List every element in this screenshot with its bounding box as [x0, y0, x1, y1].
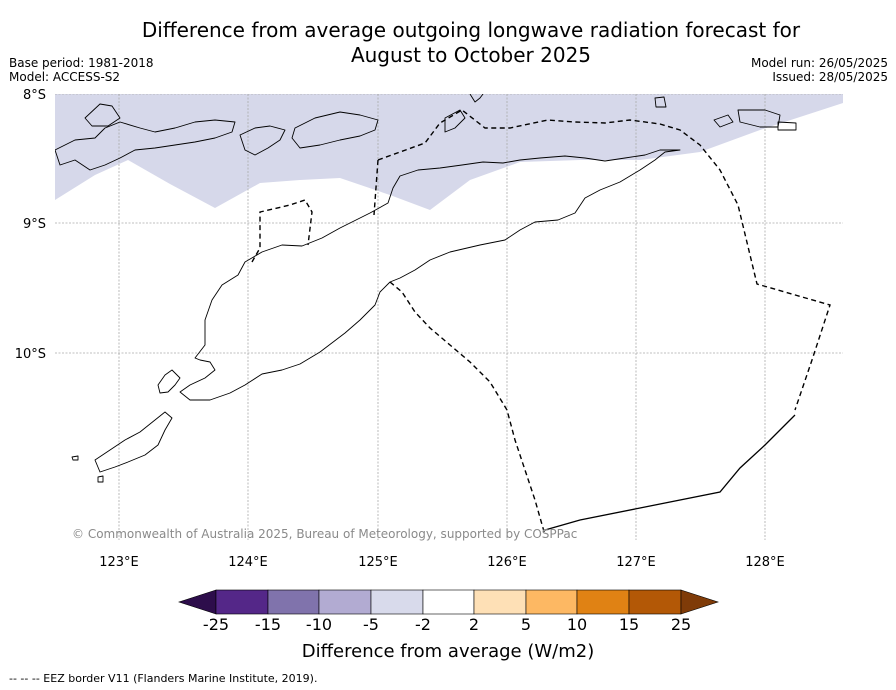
colorbar-tick-neg15: -15 — [255, 615, 281, 634]
base-period-text: Base period: 1981-2018 — [9, 56, 154, 70]
colorbar-segment-6 — [473, 589, 527, 615]
colorbar-tick-neg25: -25 — [203, 615, 229, 634]
coastline-flores-2 — [84, 103, 121, 127]
colorbar-tick-neg2: -2 — [415, 615, 431, 634]
colorbar-segment-1 — [215, 589, 269, 615]
lat-label-8s: 8°S — [23, 88, 46, 103]
chart-title: Difference from average outgoing longwav… — [95, 18, 847, 68]
longitude-labels: 123°E 124°E 125°E 126°E 127°E 128°E — [99, 555, 785, 570]
coastline-small-island-5 — [713, 114, 734, 128]
coastline-flores-1 — [55, 119, 236, 171]
colorbar-segment-5 — [422, 589, 475, 615]
coastline-timor — [179, 149, 681, 401]
colorbar-segment-3 — [318, 589, 372, 615]
coastline-small-island-8 — [469, 94, 484, 103]
colorbar-segment-2 — [267, 589, 320, 615]
timor-sea-treaty-line — [544, 414, 796, 531]
coastline-small-island-4 — [654, 96, 667, 108]
eez-border-enclave — [251, 199, 313, 263]
colorbar-segment-4 — [370, 589, 424, 615]
anomaly-shade-region — [55, 94, 843, 210]
coastline-alor — [239, 125, 286, 156]
coastline-wetar — [291, 111, 379, 149]
colorbar-extend-low — [178, 589, 217, 615]
meta-right: Model run: 26/05/2025 Issued: 28/05/2025 — [751, 56, 888, 84]
eez-borders — [251, 109, 831, 536]
model-run-text: Model run: 26/05/2025 — [750, 56, 888, 70]
colorbar-tick-2: 2 — [469, 615, 479, 634]
copyright-text: © Commonwealth of Australia 2025, Bureau… — [72, 527, 577, 541]
colorbar-extend-high — [680, 589, 719, 615]
coastlines — [55, 94, 797, 483]
issued-text: Issued: 28/05/2025 — [772, 70, 888, 84]
coastline-small-island-7 — [777, 121, 797, 131]
coastline-sumba-east — [94, 411, 173, 473]
colorbar-title: Difference from average (W/m2) — [302, 641, 594, 662]
model-text: Model: ACCESS-S2 — [9, 70, 121, 84]
colorbar: -25 -15 -10 -5 -2 2 5 10 15 25 Differenc… — [178, 589, 719, 662]
gridlines — [55, 94, 843, 540]
title-line-2: August to October 2025 — [350, 43, 592, 67]
lon-label-123e: 123°E — [99, 555, 139, 570]
colorbar-tick-5: 5 — [521, 615, 531, 634]
colorbar-segment-7 — [525, 589, 578, 615]
coastline-small-island-2 — [97, 475, 104, 483]
colorbar-segment-9 — [628, 589, 682, 615]
lat-label-10s: 10°S — [15, 347, 46, 362]
lat-label-9s: 9°S — [23, 217, 46, 232]
meta-left: Base period: 1981-2018 Model: ACCESS-S2 — [9, 56, 154, 84]
map-area — [55, 94, 843, 540]
colorbar-segment-8 — [576, 589, 630, 615]
coastline-rote — [157, 369, 181, 394]
lon-label-124e: 124°E — [228, 555, 268, 570]
colorbar-tick-neg5: -5 — [363, 615, 379, 634]
colorbar-tick-neg10: -10 — [306, 615, 332, 634]
colorbar-tick-15: 15 — [619, 615, 639, 634]
lon-label-126e: 126°E — [487, 555, 527, 570]
lon-label-125e: 125°E — [358, 555, 398, 570]
lon-label-127e: 127°E — [616, 555, 656, 570]
eez-border-south — [389, 281, 546, 536]
eez-border-west — [373, 159, 379, 216]
eez-footnote: -- -- -- EEZ border V11 (Flanders Marine… — [9, 672, 318, 685]
colorbar-tick-10: 10 — [567, 615, 587, 634]
lon-label-128e: 128°E — [745, 555, 785, 570]
coastline-small-island-1 — [71, 455, 79, 461]
eez-border-north — [377, 109, 831, 411]
latitude-labels: 8°S 9°S 10°S — [15, 88, 46, 362]
coastline-small-island-3 — [444, 109, 466, 133]
title-line-1: Difference from average outgoing longwav… — [141, 18, 801, 42]
colorbar-tick-25: 25 — [671, 615, 691, 634]
